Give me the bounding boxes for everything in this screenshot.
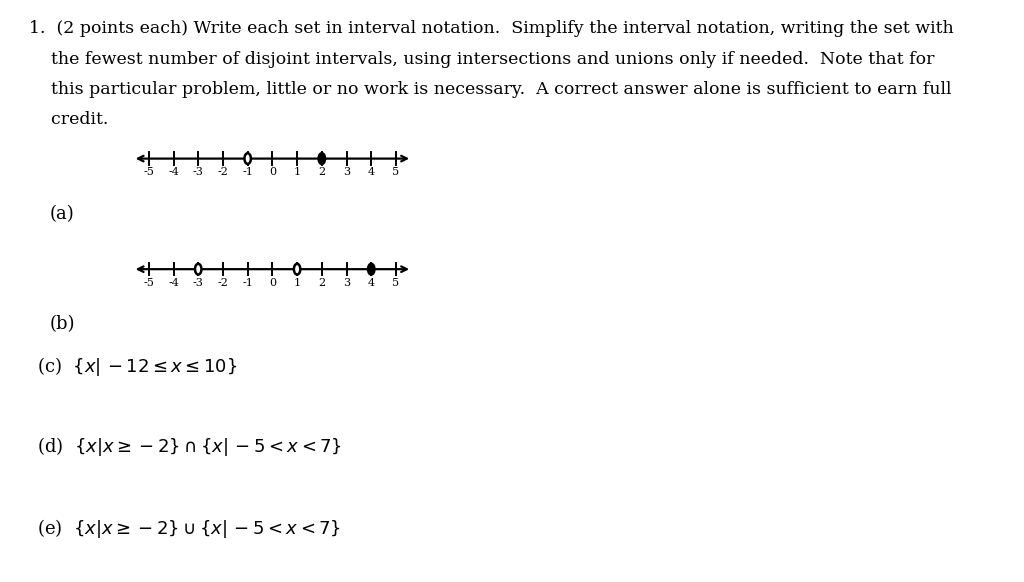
- Text: 4: 4: [368, 278, 375, 288]
- Text: (d)  $\{x|x \geq -2\} \cap \{x|\,-5 < x < 7\}$: (d) $\{x|x \geq -2\} \cap \{x|\,-5 < x <…: [37, 435, 341, 459]
- Text: 1: 1: [294, 167, 301, 178]
- Text: credit.: credit.: [29, 111, 109, 128]
- Circle shape: [245, 153, 251, 164]
- Text: -1: -1: [243, 167, 253, 178]
- Text: -5: -5: [143, 167, 155, 178]
- Text: 1.  (2 points each) Write each set in interval notation.  Simplify the interval : 1. (2 points each) Write each set in int…: [29, 20, 953, 37]
- Circle shape: [318, 153, 325, 164]
- Text: 0: 0: [269, 167, 275, 178]
- Text: -2: -2: [217, 278, 228, 288]
- Text: 2: 2: [318, 167, 326, 178]
- Circle shape: [294, 264, 300, 275]
- Text: -3: -3: [193, 278, 204, 288]
- Text: 3: 3: [343, 278, 350, 288]
- Text: 2: 2: [318, 278, 326, 288]
- Text: 0: 0: [269, 278, 275, 288]
- Text: the fewest number of disjoint intervals, using intersections and unions only if : the fewest number of disjoint intervals,…: [29, 51, 934, 68]
- Text: 1: 1: [294, 278, 301, 288]
- Circle shape: [195, 264, 202, 275]
- Text: -4: -4: [168, 167, 179, 178]
- Text: 3: 3: [343, 167, 350, 178]
- Text: (e)  $\{x|x \geq -2\} \cup \{x|\,-5 < x < 7\}$: (e) $\{x|x \geq -2\} \cup \{x|\,-5 < x <…: [37, 517, 340, 540]
- Text: 4: 4: [368, 167, 375, 178]
- Circle shape: [368, 264, 375, 275]
- Text: 5: 5: [392, 167, 399, 178]
- Text: (c)  $\{x|\,-12 \leq x \leq 10\}$: (c) $\{x|\,-12 \leq x \leq 10\}$: [37, 355, 238, 378]
- Text: -3: -3: [193, 167, 204, 178]
- Text: -5: -5: [143, 278, 155, 288]
- Text: -1: -1: [243, 278, 253, 288]
- Text: 5: 5: [392, 278, 399, 288]
- Text: (a): (a): [49, 205, 74, 223]
- Text: this particular problem, little or no work is necessary.  A correct answer alone: this particular problem, little or no wo…: [29, 81, 951, 98]
- Text: (b): (b): [49, 315, 75, 333]
- Text: -2: -2: [217, 167, 228, 178]
- Text: -4: -4: [168, 278, 179, 288]
